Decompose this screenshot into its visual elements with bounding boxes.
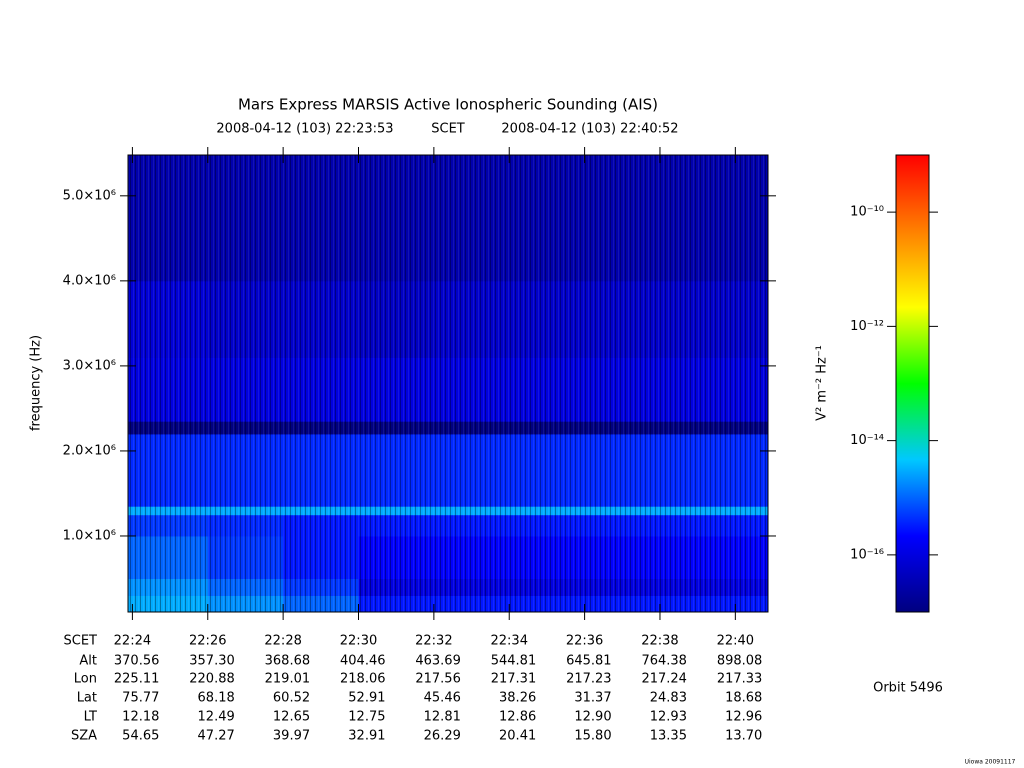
ephemeris-value: 60.52: [273, 691, 310, 706]
ephemeris-value: 20.41: [499, 729, 536, 744]
y-tick-label: 3.0×10⁶: [63, 358, 116, 373]
ephemeris-value: 357.30: [189, 654, 235, 669]
ephemeris-value: 404.46: [340, 654, 386, 669]
y-tick-label: 5.0×10⁶: [63, 188, 116, 203]
ephemeris-value: 12.75: [348, 710, 385, 725]
ephemeris-label: Lat: [77, 691, 97, 706]
x-tick-label: 22:30: [340, 634, 377, 649]
ephemeris-value: 15.80: [574, 729, 611, 744]
ephemeris-value: 645.81: [566, 654, 612, 669]
ephemeris-value: 225.11: [114, 672, 160, 687]
ephemeris-label: Lon: [74, 672, 97, 687]
ephemeris-value: 12.96: [725, 710, 762, 725]
ephemeris-value: 217.23: [566, 672, 612, 687]
x-tick-label: 22:38: [641, 634, 678, 649]
ephemeris-value: 217.24: [641, 672, 687, 687]
credit: Uiowa 20091117: [965, 759, 1016, 766]
ephemeris-value: 47.27: [198, 729, 235, 744]
ephemeris-value: 45.46: [424, 691, 461, 706]
ephemeris-value: 368.68: [265, 654, 311, 669]
colorbar: [895, 154, 930, 613]
x-tick-label: 22:36: [566, 634, 603, 649]
ephemeris-value: 12.65: [273, 710, 310, 725]
colorbar-tick-label: 10⁻¹²: [850, 319, 884, 334]
x-tick-label: 22:24: [114, 634, 151, 649]
x-tick-label: 22:40: [717, 634, 754, 649]
ephemeris-value: 544.81: [491, 654, 537, 669]
ephemeris-value: 13.70: [725, 729, 762, 744]
ephemeris-value: 31.37: [574, 691, 611, 706]
ephemeris-value: 38.26: [499, 691, 536, 706]
ephemeris-value: 12.86: [499, 710, 536, 725]
ephemeris-value: 12.49: [198, 710, 235, 725]
ephemeris-value: 12.93: [650, 710, 687, 725]
ephemeris-value: 370.56: [114, 654, 160, 669]
ephemeris-value: 463.69: [415, 654, 461, 669]
colorbar-tick-label: 10⁻¹⁴: [850, 433, 884, 448]
ephemeris-value: 219.01: [265, 672, 311, 687]
end-time: 2008-04-12 (103) 22:40:52: [501, 122, 678, 137]
colorbar-tick-label: 10⁻¹⁶: [850, 547, 884, 562]
ephemeris-value: 52.91: [348, 691, 385, 706]
ephemeris-label: Alt: [79, 654, 97, 669]
colorbar-title: V² m⁻² Hz⁻¹: [815, 345, 830, 421]
ephemeris-value: 26.29: [424, 729, 461, 744]
ephemeris-value: 54.65: [122, 729, 159, 744]
y-tick-label: 2.0×10⁶: [63, 443, 116, 458]
ephemeris-value: 217.33: [717, 672, 763, 687]
ephemeris-value: 18.68: [725, 691, 762, 706]
chart-title: Mars Express MARSIS Active Ionospheric S…: [238, 96, 658, 114]
ephemeris-value: 12.90: [574, 710, 611, 725]
ephemeris-value: 68.18: [198, 691, 235, 706]
ephemeris-label: LT: [84, 710, 97, 725]
start-time: 2008-04-12 (103) 22:23:53: [216, 122, 393, 137]
ephemeris-value: 217.56: [415, 672, 461, 687]
ephemeris-value: 13.35: [650, 729, 687, 744]
ephemeris-value: 12.18: [122, 710, 159, 725]
ephemeris-value: 220.88: [189, 672, 235, 687]
ephemeris-value: 218.06: [340, 672, 386, 687]
ephemeris-value: 24.83: [650, 691, 687, 706]
x-tick-label: 22:26: [189, 634, 226, 649]
ephemeris-value: 217.31: [491, 672, 537, 687]
ephemeris-value: 764.38: [641, 654, 687, 669]
ephemeris-label: SCET: [64, 634, 98, 649]
colorbar-tick-label: 10⁻¹⁰: [850, 205, 884, 220]
ephemeris-label: SZA: [71, 729, 97, 744]
ephemeris-value: 39.97: [273, 729, 310, 744]
ephemeris-value: 12.81: [424, 710, 461, 725]
time-label: SCET: [431, 122, 465, 137]
ephemeris-value: 898.08: [717, 654, 763, 669]
x-tick-label: 22:32: [415, 634, 452, 649]
x-tick-label: 22:34: [491, 634, 528, 649]
x-tick-label: 22:28: [264, 634, 301, 649]
plot-frame: [127, 154, 769, 613]
texture: [128, 155, 768, 612]
ephemeris-value: 32.91: [348, 729, 385, 744]
y-tick-label: 1.0×10⁶: [63, 528, 116, 543]
orbit: Orbit 5496: [873, 681, 943, 696]
ephemeris-value: 75.77: [122, 691, 159, 706]
y-axis-title: frequency (Hz): [29, 335, 44, 431]
y-tick-label: 4.0×10⁶: [63, 273, 116, 288]
